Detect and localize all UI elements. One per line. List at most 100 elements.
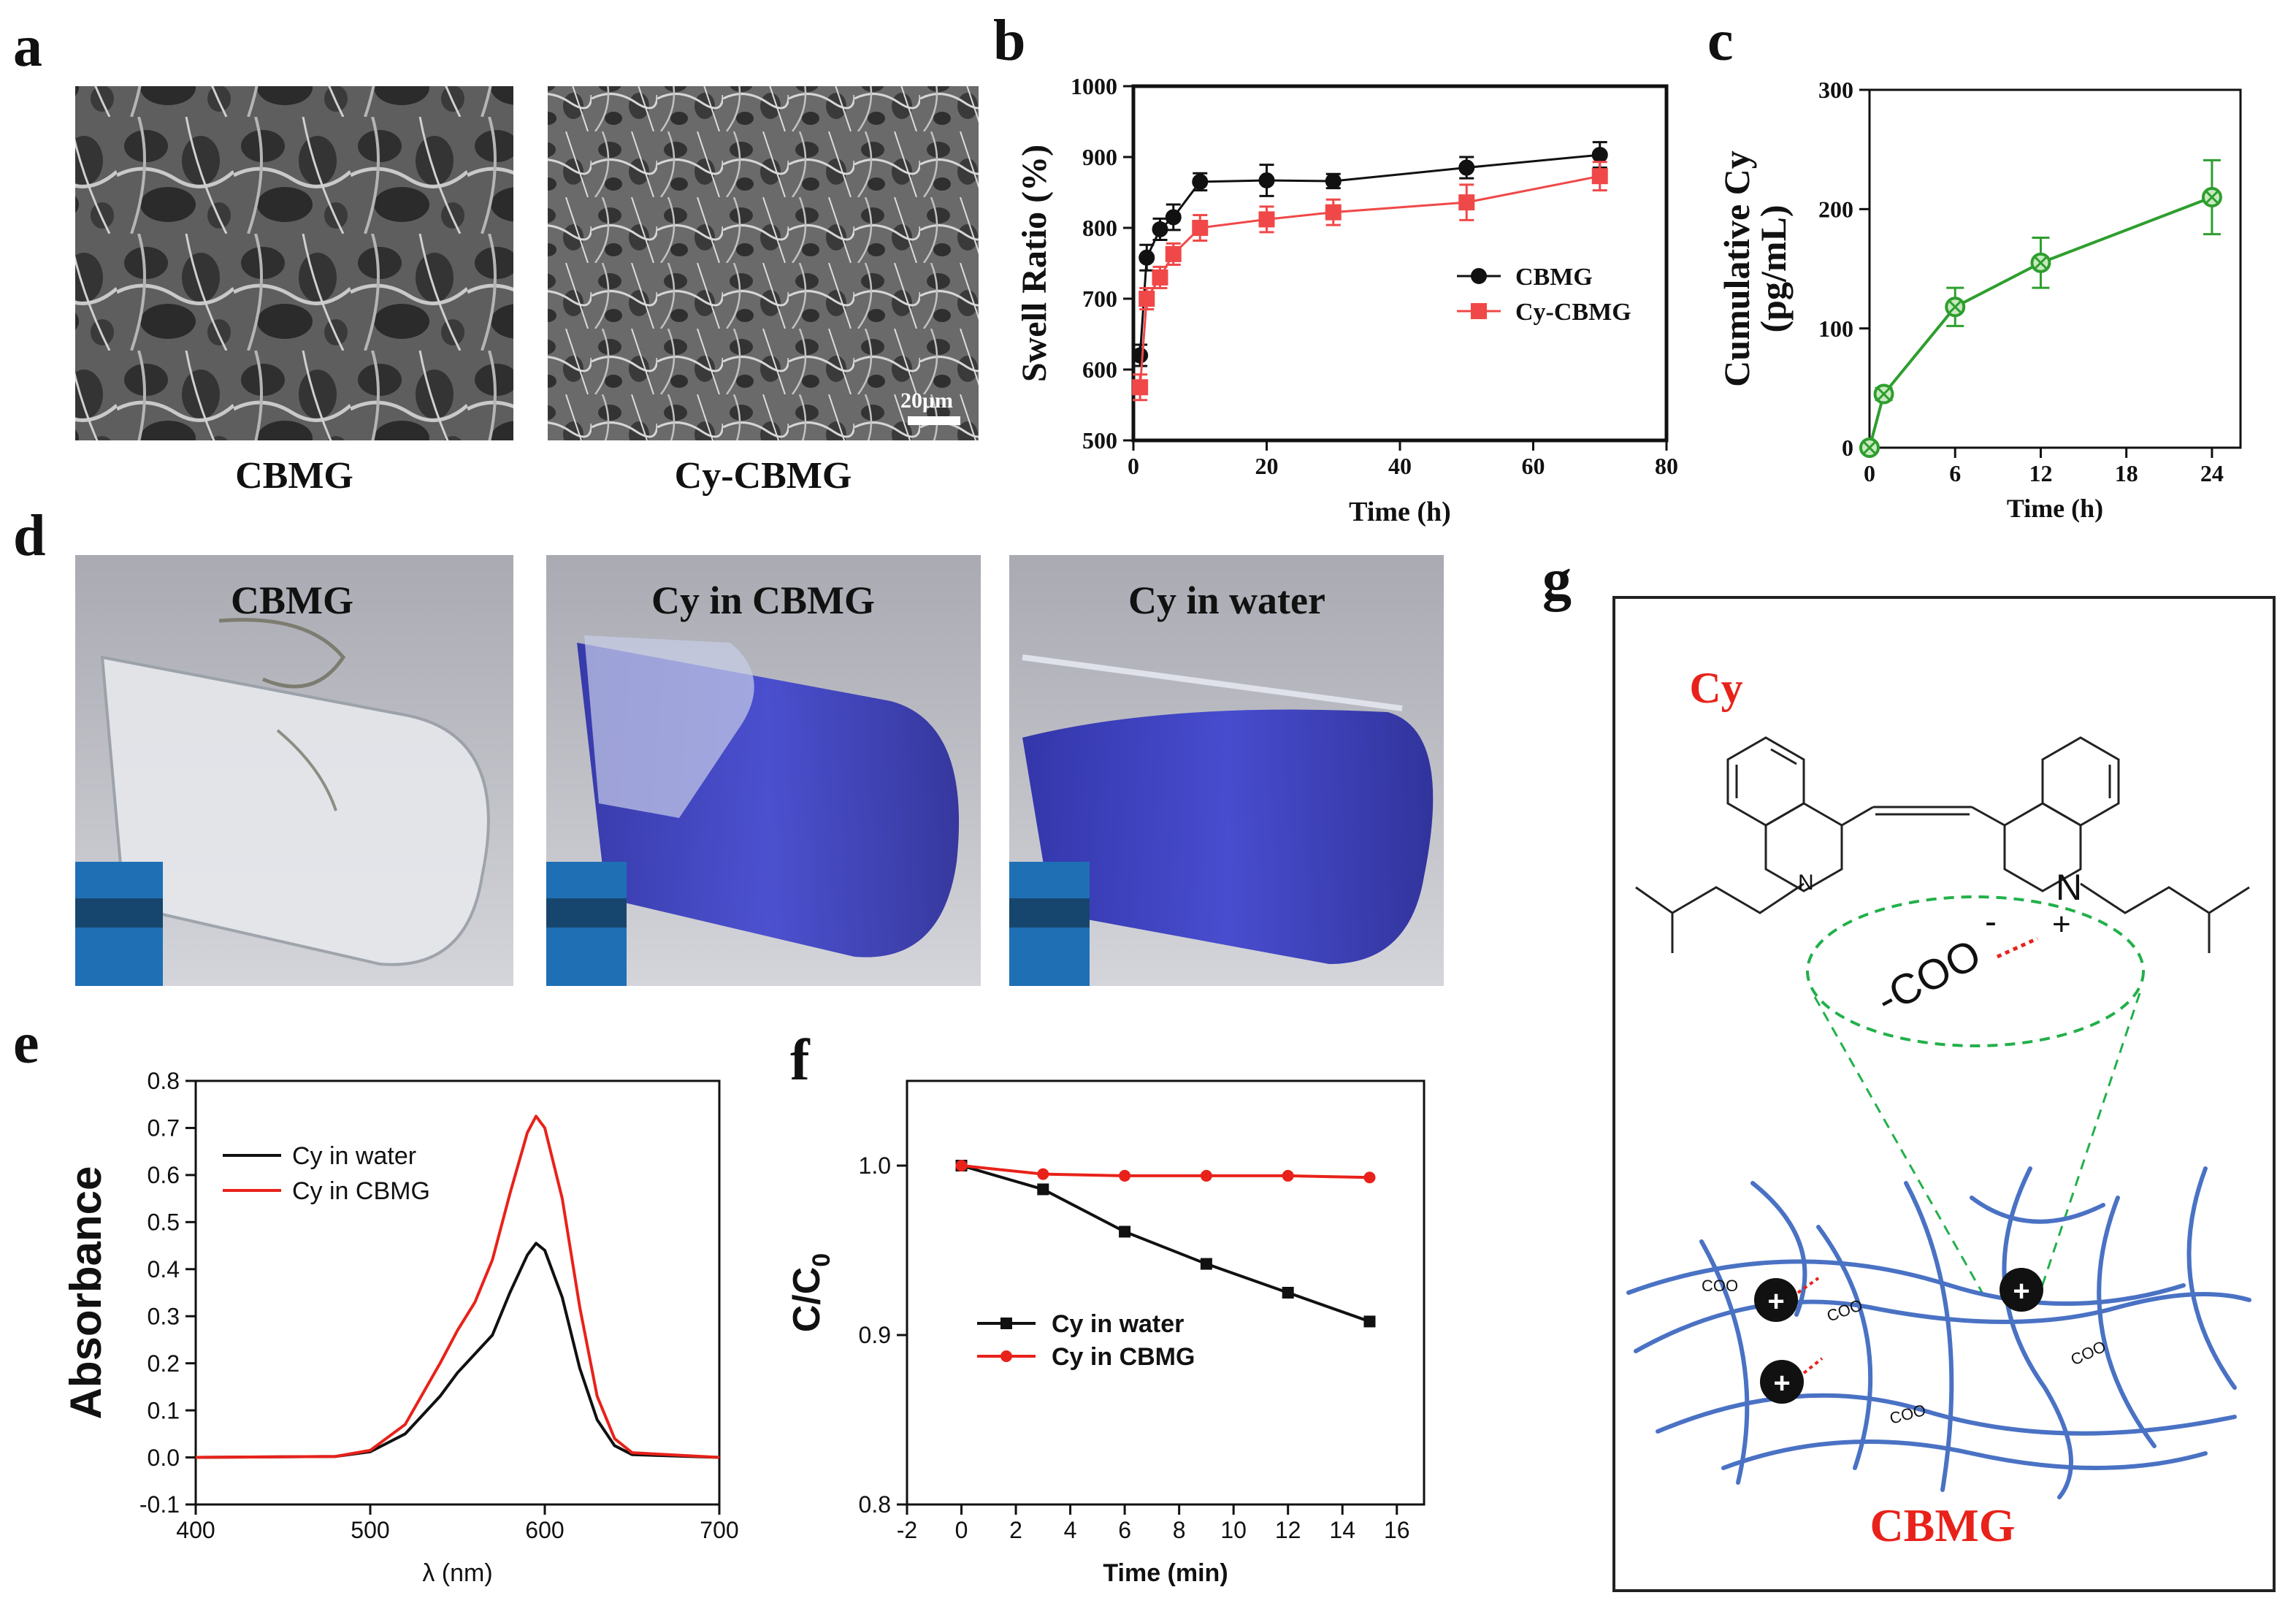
x-tick-label: 700 — [700, 1517, 738, 1543]
data-point-CBMG — [1152, 221, 1168, 237]
data-point-Cy-CBMG — [1132, 379, 1149, 396]
chart-e-absorbance: 400 500 600 700 -0.1 0.0 0.1 0.2 0.3 0.4 0.5 0.6 0.7… — [61, 1068, 739, 1587]
chart-b-y-axis-label: Swell Ratio (%) — [1015, 145, 1054, 382]
caption-cbmg: CBMG — [235, 455, 353, 497]
schematic-frame — [1612, 596, 2276, 1592]
y-tick-label: 0.7 — [148, 1115, 180, 1142]
data-point-CBMG — [1458, 159, 1475, 176]
svg-text:+: + — [1767, 1285, 1784, 1318]
y-tick-label: 300 — [1818, 77, 1853, 103]
sem-image-cbmg — [75, 86, 513, 440]
x-tick-label: 6 — [1949, 460, 1961, 486]
data-point-Cy-CBMG — [1591, 168, 1608, 185]
x-tick-label: 24 — [2200, 460, 2224, 486]
sem-image-cy-cbmg — [548, 86, 979, 440]
x-tick-label: 12 — [2029, 460, 2052, 486]
data-point — [1200, 1169, 1212, 1182]
data-point-CBMG — [1192, 173, 1209, 190]
y-tick-label: 600 — [1082, 356, 1117, 383]
caption-cy-cbmg: Cy-CBMG — [675, 455, 852, 497]
series-line-0 — [960, 1164, 1371, 1323]
chart-c-frame — [1868, 88, 2242, 449]
photo-label-cbmg: CBMG — [231, 578, 353, 622]
chart-c-y-axis-label-1: Cumulative Cy — [1716, 150, 1757, 387]
data-point-CBMG — [1325, 172, 1342, 189]
legend-marker — [1471, 268, 1487, 284]
x-tick-label: 0 — [955, 1517, 968, 1543]
chart-c-cumulative-release: 0 6 12 18 24 0 100 200 300 Time (h) Cumulative Cy(… — [1716, 77, 2242, 523]
site-label-2: COO — [1824, 1296, 1865, 1326]
data-point — [1945, 297, 1966, 318]
legend-marker — [1000, 1350, 1012, 1362]
x-tick-label: 8 — [1173, 1517, 1186, 1543]
data-point-Cy-CBMG — [1325, 204, 1342, 221]
cy-molecule — [1635, 736, 2250, 953]
photo-label-cy-in-water: Cy in water — [1128, 578, 1325, 622]
panel-g-schematic: Cy N N + — [1612, 596, 2276, 1592]
nitrogen-left: N — [1798, 871, 1814, 895]
data-point-CBMG — [1139, 249, 1155, 266]
x-tick-label: 16 — [1384, 1517, 1410, 1543]
data-point — [1873, 383, 1894, 405]
nitrogen-positive-charge: + — [2052, 906, 2071, 942]
site-label-3: COO — [2068, 1337, 2109, 1369]
panel-letter-b: b — [993, 9, 1026, 73]
legend-label: Cy in water — [292, 1142, 416, 1170]
spectrum-line-0 — [195, 1242, 720, 1459]
panel-letter-f: f — [790, 1028, 811, 1093]
x-tick-label: 80 — [1655, 453, 1678, 479]
carboxylate-group: -COO — [1869, 930, 1989, 1024]
data-point — [2030, 252, 2051, 273]
y-tick-label: 800 — [1082, 215, 1117, 241]
cy-label: Cy — [1689, 664, 1742, 712]
legend-label: Cy in water — [1052, 1310, 1184, 1338]
chart-f-frame — [906, 1079, 1426, 1506]
x-tick-label: 4 — [1064, 1517, 1077, 1543]
chart-f-x-axis-label: Time (min) — [1103, 1559, 1228, 1587]
svg-text:+: + — [1773, 1367, 1790, 1399]
x-tick-label: 0 — [1864, 460, 1875, 486]
y-tick-label: 0.2 — [148, 1350, 180, 1377]
y-tick-label: 0.5 — [148, 1209, 180, 1236]
y-tick-label: 0.3 — [148, 1303, 180, 1329]
panel-d-photos: CBMG Cy in CBMG Cy in water — [75, 555, 1444, 986]
panel-letter-g: g — [1542, 548, 1572, 612]
photo-cy-in-water: Cy in water — [1009, 555, 1444, 986]
x-tick-label: 20 — [1255, 453, 1279, 479]
y-tick-label: 0.0 — [148, 1445, 180, 1471]
chart-e-x-axis-label: λ (nm) — [422, 1559, 492, 1587]
carboxylate-charge: - — [1985, 903, 1997, 941]
y-tick-label: 500 — [1082, 427, 1117, 454]
site-label-1: COO — [1702, 1277, 1738, 1295]
y-tick-label: 900 — [1082, 144, 1117, 170]
scale-bar — [908, 416, 960, 425]
data-point-Cy-CBMG — [1458, 194, 1475, 211]
chart-e-y-axis-label: Absorbance — [61, 1166, 110, 1420]
panel-letter-c: c — [1707, 9, 1734, 73]
y-tick-label: 0.4 — [148, 1256, 180, 1282]
x-tick-label: 600 — [525, 1517, 564, 1543]
data-point — [1363, 1315, 1376, 1328]
y-tick-label: 0.6 — [148, 1162, 180, 1188]
data-point — [1363, 1171, 1376, 1184]
panel-letter-e: e — [13, 1012, 39, 1076]
y-tick-label: 1.0 — [859, 1152, 891, 1179]
photo-cbmg: CBMG — [75, 555, 513, 986]
legend-label: Cy-CBMG — [1515, 299, 1631, 326]
data-point-CBMG — [1591, 147, 1608, 164]
data-point-Cy-CBMG — [1139, 291, 1155, 307]
x-tick-label: 400 — [176, 1517, 215, 1543]
x-tick-label: 14 — [1329, 1517, 1355, 1543]
y-tick-label: 0.1 — [148, 1397, 180, 1423]
cbmg-label: CBMG — [1870, 1499, 2015, 1551]
legend-label: Cy in CBMG — [292, 1177, 430, 1205]
data-point — [1859, 437, 1880, 458]
x-tick-label: 2 — [1009, 1517, 1022, 1543]
series-line — [1868, 196, 2213, 448]
data-point-Cy-CBMG — [1192, 220, 1209, 236]
polymer-network — [1626, 1166, 2251, 1499]
data-point — [1119, 1225, 1131, 1238]
chart-c-y-axis-label-2: (pg/mL) — [1753, 205, 1794, 333]
data-point-Cy-CBMG — [1258, 211, 1275, 228]
